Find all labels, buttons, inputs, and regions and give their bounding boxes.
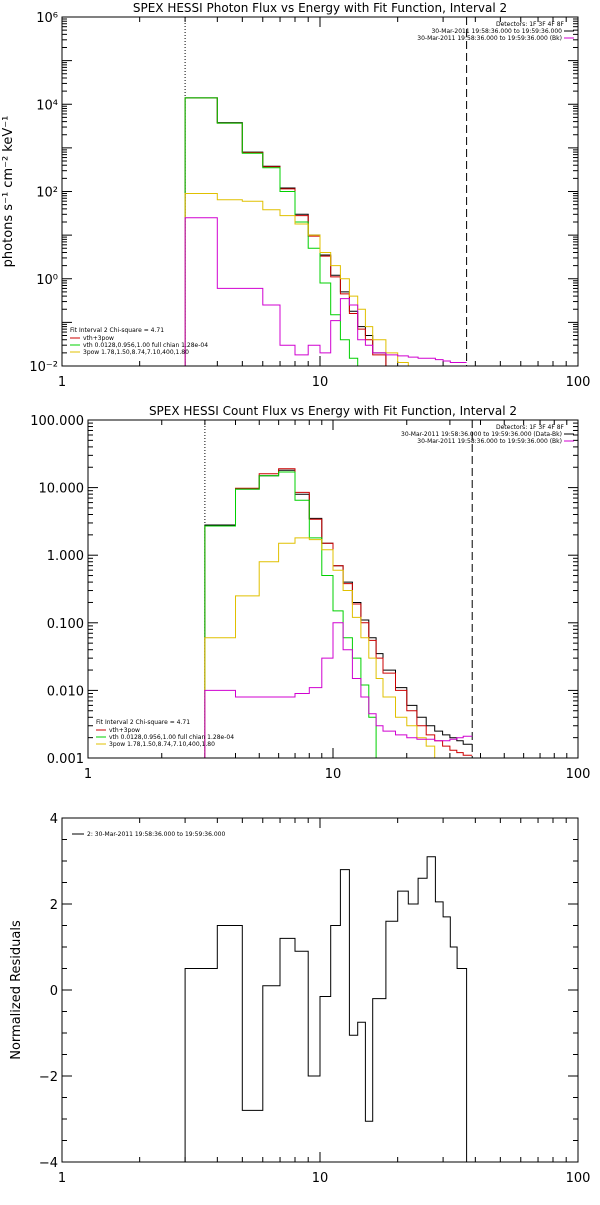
series-line-3 [184, 97, 359, 366]
series-line-2 [184, 97, 387, 366]
y-tick-label: 100.000 [30, 414, 84, 429]
series-line-4 [184, 193, 409, 366]
y-tick-label: 2 [50, 898, 58, 913]
legend-top-header: Detectors: 1F 3F 4F 8F [496, 21, 565, 28]
chart-panel-3: 1 10 100 −4 −2 0 2 4 Normalized Residuals 2: 30-M… [9, 812, 590, 1186]
legend-bottom-entry: 3pow 1.78,1.50,8.74,7.10,400,1.80 [83, 349, 189, 356]
series-line-1 [184, 856, 468, 1162]
series-line-2 [204, 468, 473, 758]
series-line-1 [184, 97, 387, 366]
chart-title: SPEX HESSI Photon Flux vs Energy with Fi… [133, 1, 507, 15]
plot-frame [87, 419, 579, 759]
plot-frame [61, 817, 579, 1163]
legend-bottom-entry: 3pow 1.78,1.50,8.74,7.10,400,1.80 [109, 741, 215, 748]
series-line-4 [204, 537, 444, 758]
chart-panel-2: SPEX HESSI Count Flux vs Energy with Fit… [30, 404, 591, 782]
y-tick-label: 0.100 [47, 617, 84, 632]
x-tick-label: 10 [325, 767, 342, 782]
legend-top-header: Detectors: 1F 3F 4F 8F [496, 424, 565, 431]
y-tick-label: 0.001 [47, 752, 84, 767]
legend-top-entry: 30-Mar-2011 19:58:36.000 to 19:59:36.000… [401, 431, 562, 438]
series-line-3 [204, 471, 384, 758]
legend-bottom-entry: vth 0.0128,0.956,1.00 full chian 1.28e-0… [83, 342, 208, 349]
chart-panel-1: SPEX HESSI Photon Flux vs Energy with Fi… [1, 1, 591, 390]
y-tick-label: 0.010 [47, 684, 84, 699]
y-tick-label: 10⁶ [36, 11, 58, 26]
series-group [184, 856, 468, 1162]
y-axis-label: Normalized Residuals [9, 920, 24, 1060]
x-tick-label: 1 [58, 375, 66, 390]
y-tick-label: −4 [39, 1156, 58, 1171]
chart-title: SPEX HESSI Count Flux vs Energy with Fit… [149, 404, 517, 418]
legend-top-entry: 30-Mar-2011 19:58:36.000 to 19:59:36.000 [431, 28, 562, 35]
series-group [184, 97, 467, 366]
x-tick-label: 1 [84, 767, 92, 782]
x-tick-label: 1 [58, 1171, 66, 1186]
x-tick-label: 100 [566, 375, 591, 390]
x-tick-label: 100 [566, 767, 591, 782]
x-tick-label: 100 [566, 1171, 591, 1186]
y-tick-label: −2 [39, 1070, 58, 1085]
y-tick-label: 0 [50, 984, 58, 999]
plot-frame [61, 16, 579, 367]
y-axis-label: photons s⁻¹ cm⁻² keV⁻¹ [1, 116, 16, 268]
x-tick-label: 10 [312, 375, 329, 390]
y-tick-label: 4 [50, 812, 58, 827]
y-tick-label: 10⁰ [36, 273, 58, 288]
y-tick-label: 10⁴ [36, 98, 58, 113]
y-tick-label: 10⁻² [29, 360, 58, 375]
series-group [204, 468, 473, 758]
y-tick-label: 10.000 [39, 482, 85, 497]
y-tick-label: 10² [36, 186, 58, 201]
legend-entry: 2: 30-Mar-2011 19:58:36.000 to 19:59:36.… [87, 831, 225, 838]
legend-bottom-entry: vth+3pow [109, 727, 140, 734]
series-line-5 [204, 622, 473, 758]
series-line-5 [184, 217, 467, 366]
legend-bottom-header: Fit Interval 2 Chi-square = 4.71 [70, 327, 164, 334]
legend-top-entry: 30-Mar-2011 19:58:36.000 to 19:59:36.000… [417, 438, 562, 445]
legend-top-entry: 30-Mar-2011 19:58:36.000 to 19:59:36.000… [417, 35, 562, 42]
legend-bottom-header: Fit Interval 2 Chi-square = 4.71 [96, 719, 190, 726]
y-tick-label: 1.000 [47, 549, 84, 564]
series-line-1 [204, 469, 473, 758]
legend-bottom-entry: vth 0.0128,0.956,1.00 full chian 1.28e-0… [109, 734, 234, 741]
legend-bottom-entry: vth+3pow [83, 335, 114, 342]
x-tick-label: 10 [312, 1171, 329, 1186]
